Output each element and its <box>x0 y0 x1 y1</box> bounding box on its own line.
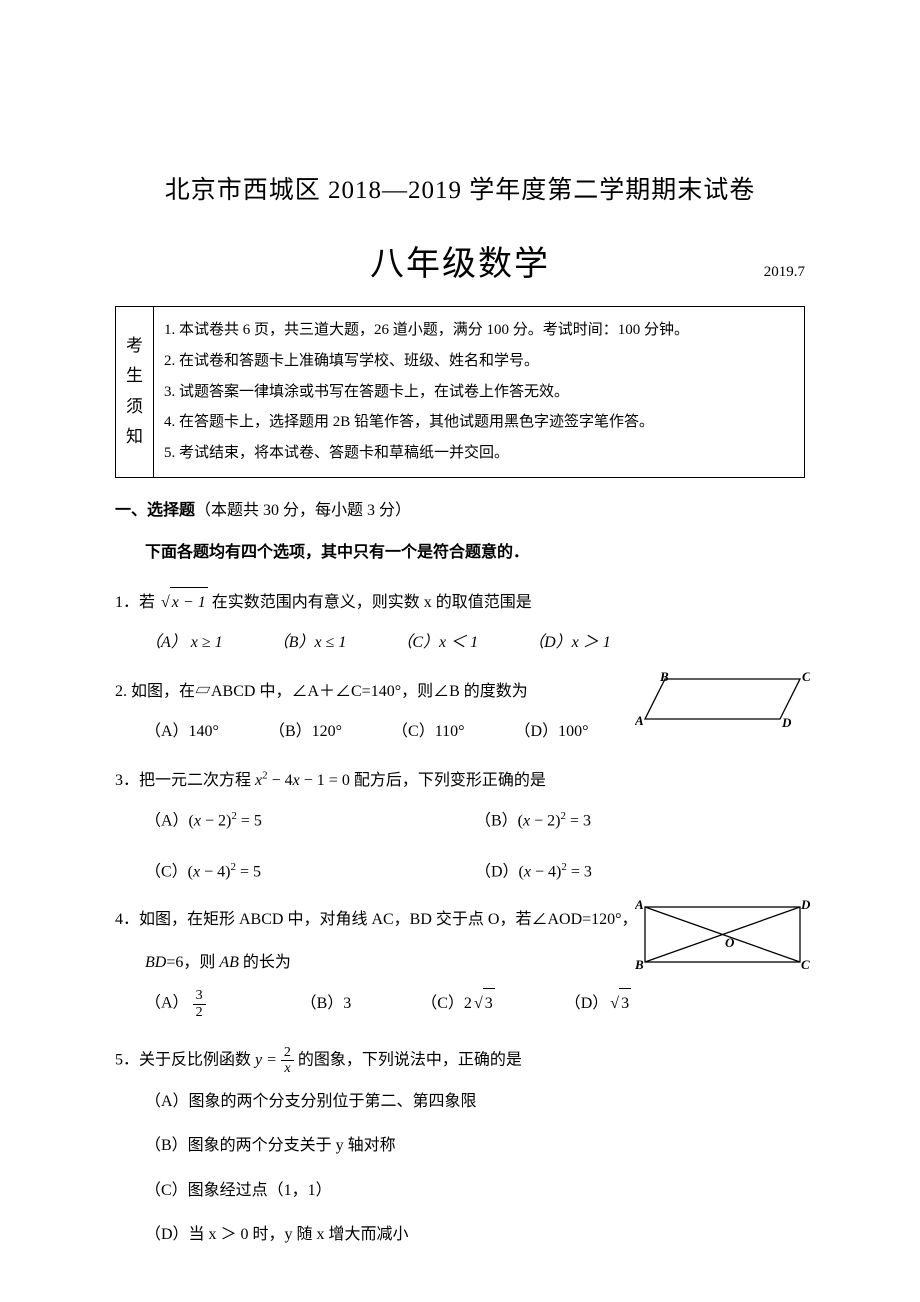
q3-optA: （A）(x − 2)2 = 5 <box>145 806 475 837</box>
section-header: 一、选择题（本题共 30 分，每小题 3 分） <box>115 496 805 520</box>
q1-stem-post: 在实数范围内有意义，则实数 x 的取值范围是 <box>212 594 532 611</box>
q2-optB: （B）120° <box>269 717 342 747</box>
q5-frac: 2x <box>281 1045 294 1077</box>
notice-item: 1. 本试卷共 6 页，共三道大题，26 道小题，满分 100 分。考试时间：1… <box>164 315 794 346</box>
q3-stem-text: 3．把一元二次方程 x2 − 4x − 1 = 0 配方后，下列变形正确的是 <box>115 772 546 789</box>
question-1: 1．若 x − 1 在实数范围内有意义，则实数 x 的取值范围是 （A） x ≥… <box>115 587 805 659</box>
q5-optB: （B）图象的两个分支关于 y 轴对称 <box>145 1131 805 1161</box>
notice-label: 考生须知 <box>116 307 154 478</box>
fig-label-C: C <box>802 669 810 684</box>
q4-optB: （B）3 <box>301 989 352 1019</box>
notice-item: 4. 在答题卡上，选择题用 2B 铅笔作答，其他试题用黑色字迹签字笔作答。 <box>164 407 794 438</box>
q1-stem: 1．若 x − 1 在实数范围内有意义，则实数 x 的取值范围是 <box>115 587 805 618</box>
q5-stem-post: 的图象，下列说法中，正确的是 <box>294 1052 522 1069</box>
sqrt-expr: 3 <box>472 988 495 1019</box>
fig-label-B: B <box>635 957 644 972</box>
q5-optC: （C）图象经过点（1，1） <box>145 1176 805 1206</box>
q2-optC: （C）110° <box>392 717 464 747</box>
q3-stem: 3．把一元二次方程 x2 − 4x − 1 = 0 配方后，下列变形正确的是 <box>115 765 805 796</box>
q3-optB: （B）(x − 2)2 = 3 <box>475 806 805 837</box>
q4-optA-frac: 32 <box>193 988 206 1020</box>
q4-optD: （D） 3 <box>565 988 631 1019</box>
parallelogram-figure: B C A D <box>635 669 810 745</box>
q2-optD: （D）100° <box>515 717 589 747</box>
fig-label-D: D <box>781 715 792 730</box>
q2-options: （A）140° （B）120° （C）110° （D）100° <box>145 717 655 747</box>
q1-stem-pre: 1．若 <box>115 594 155 611</box>
q5-stem-pre: 5．关于反比例函数 <box>115 1052 255 1069</box>
q1-optA: （A） x ≥ 1 <box>145 628 223 658</box>
q5-options: （A）图象的两个分支分别位于第二、第四象限 （B）图象的两个分支关于 y 轴对称… <box>145 1087 805 1251</box>
q5-optD: （D）当 x ＞ 0 时，y 随 x 增大而减小 <box>145 1220 805 1250</box>
fig-label-D: D <box>800 897 810 912</box>
notice-item: 3. 试题答案一律填涂或书写在答题卡上，在试卷上作答无效。 <box>164 377 794 408</box>
q4-optA: （A） 32 <box>145 988 206 1020</box>
question-4: 4．如图，在矩形 ABCD 中，对角线 AC，BD 交于点 O，若∠AOD=12… <box>115 905 805 1020</box>
notice-item: 5. 考试结束，将本试卷、答题卡和草稿纸一并交回。 <box>164 438 794 469</box>
section-title: 一、选择题 <box>115 502 195 519</box>
subject-row: 八年级数学 2019.7 <box>115 236 805 286</box>
fig-label-C: C <box>801 957 810 972</box>
fig-label-A: A <box>635 713 644 728</box>
sqrt-expr: x − 1 <box>159 587 208 618</box>
sqrt-expr: 3 <box>608 988 631 1019</box>
rectangle-figure: A D O B C <box>635 897 810 983</box>
fig-label-O: O <box>725 935 735 950</box>
sqrt-body: 3 <box>619 988 631 1019</box>
section-sub: 下面各题均有四个选项，其中只有一个是符合题意的． <box>145 538 805 562</box>
notice-item: 2. 在试卷和答题卡上准确填写学校、班级、姓名和学号。 <box>164 346 794 377</box>
q5-optA: （A）图象的两个分支分别位于第二、第四象限 <box>145 1087 805 1117</box>
q4-optC: （C）2 3 <box>421 988 494 1019</box>
q4-optC-pre: （C）2 <box>421 995 472 1012</box>
q4-optA-label: （A） <box>145 995 189 1012</box>
q3-options: （A）(x − 2)2 = 5 （B）(x − 2)2 = 3 （C）(x − … <box>145 806 805 887</box>
q5-y-eq: y = <box>255 1052 281 1069</box>
fig-label-B: B <box>659 669 669 684</box>
q2-optA: （A）140° <box>145 717 219 747</box>
exam-title: 北京市西城区 2018—2019 学年度第二学期期末试卷 <box>115 170 805 206</box>
q1-options: （A） x ≥ 1 （B）x ≤ 1 （C）x ＜ 1 （D）x ＞ 1 <box>145 628 805 658</box>
q4-optD-pre: （D） <box>565 995 609 1012</box>
sqrt-body: 3 <box>483 988 495 1019</box>
fig-label-A: A <box>635 897 644 912</box>
q1-optC: （C）x ＜ 1 <box>396 628 478 658</box>
question-2: 2. 如图，在▱ABCD 中，∠A＋∠C=140°，则∠B 的度数为 （A）14… <box>115 677 805 748</box>
question-3: 3．把一元二次方程 x2 − 4x − 1 = 0 配方后，下列变形正确的是 （… <box>115 765 805 887</box>
notice-items: 1. 本试卷共 6 页，共三道大题，26 道小题，满分 100 分。考试时间：1… <box>154 307 805 478</box>
question-5: 5．关于反比例函数 y = 2x 的图象，下列说法中，正确的是 （A）图象的两个… <box>115 1045 805 1250</box>
notice-table: 考生须知 1. 本试卷共 6 页，共三道大题，26 道小题，满分 100 分。考… <box>115 306 805 478</box>
subject-title: 八年级数学 <box>115 236 805 285</box>
q1-optB: （B）x ≤ 1 <box>273 628 347 658</box>
q3-optD: （D）(x − 4)2 = 3 <box>475 857 805 888</box>
q1-optD: （D）x ＞ 1 <box>528 628 611 658</box>
q5-stem: 5．关于反比例函数 y = 2x 的图象，下列说法中，正确的是 <box>115 1045 805 1077</box>
q4-options: （A） 32 （B）3 （C）2 3 （D） 3 <box>145 988 805 1020</box>
exam-date: 2019.7 <box>764 264 805 281</box>
section-detail: （本题共 30 分，每小题 3 分） <box>195 502 411 519</box>
q3-optC: （C）(x − 4)2 = 5 <box>145 857 475 888</box>
sqrt-body: x − 1 <box>170 587 208 618</box>
